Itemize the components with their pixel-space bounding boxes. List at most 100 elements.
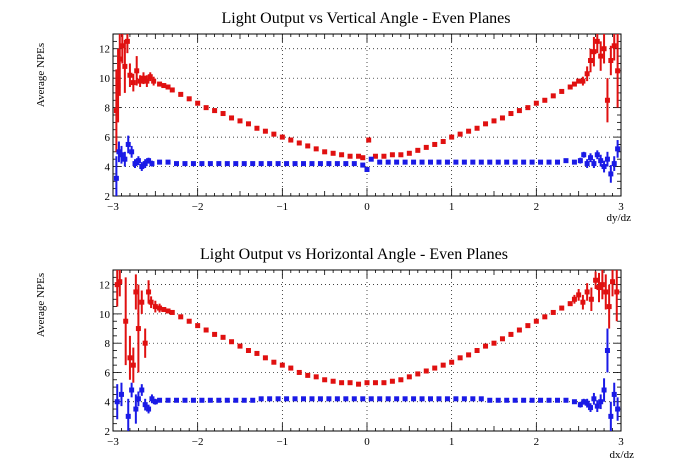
data-point [186,318,192,324]
data-point [258,396,264,402]
data-point [368,396,374,402]
data-point [313,146,319,152]
data-point [157,397,163,403]
data-point [113,108,119,114]
data-point [334,396,340,402]
y-tick-label: 2 [105,191,111,203]
data-point [330,150,336,156]
data-point [129,387,135,393]
data-point [440,139,446,145]
data-point [525,323,531,329]
y-tick-label: 10 [99,309,111,321]
data-point [122,63,128,69]
data-point [142,402,148,408]
data-point [129,149,135,155]
data-point [594,403,600,409]
data-point [146,289,152,295]
y-tick-label: 8 [105,338,111,350]
data-point [415,371,421,377]
data-point [317,161,323,167]
data-point [428,396,433,402]
data-point [133,406,139,412]
data-point [436,159,442,165]
data-point [182,397,188,403]
data-point [229,115,235,121]
data-point [533,100,539,106]
data-point [296,140,302,146]
data-point [267,161,273,167]
y-tick-label: 6 [105,132,111,144]
data-point [241,161,247,167]
data-point [394,159,400,165]
data-point [296,369,302,375]
data-point [250,161,256,167]
data-point [237,118,243,124]
data-point [504,159,510,165]
data-point [130,80,136,86]
data-point [165,308,171,314]
data-point [596,285,602,291]
data-point [275,161,281,167]
data-point [124,38,130,44]
data-point [487,159,493,165]
data-point [190,397,196,403]
horizontal-angle-panel: Light Output vs Horizontal Angle - Even … [35,246,634,461]
data-point [538,159,544,165]
data-point [152,304,158,310]
data-point [584,71,590,77]
data-point [284,161,290,167]
data-point [149,161,155,167]
data-point [339,380,345,386]
data-point [377,159,383,165]
data-point [385,159,391,165]
data-point [157,305,163,311]
data-point [571,399,577,405]
data-point [588,296,594,302]
x-tick-label: −1 [276,436,288,448]
data-point [220,111,226,117]
data-point [317,396,323,402]
data-point [423,368,429,374]
data-point [576,292,582,298]
data-point [591,161,597,167]
data-point [368,156,374,162]
data-point [521,159,527,165]
data-point [125,141,131,147]
data-point [123,318,129,324]
data-point [356,153,362,159]
data-point [591,396,597,402]
data-point [288,365,294,371]
data-point [169,87,175,93]
data-point [152,399,158,405]
data-point [134,68,140,74]
data-point [334,161,340,167]
data-point [608,58,614,64]
data-point [174,161,179,167]
data-point [487,397,493,403]
data-point [127,355,133,361]
data-point [233,397,239,403]
data-point [165,159,171,165]
data-point [615,68,621,74]
data-point [178,91,184,97]
data-layer [114,270,621,431]
data-point [615,406,621,412]
blue-series [113,135,621,196]
data-point [453,396,459,402]
data-point [594,152,600,158]
data-point [577,158,583,164]
vertical-angle-panel: Light Output vs Vertical Angle - Even Pl… [35,10,631,224]
data-point [271,131,277,137]
data-point [381,380,387,386]
data-point [555,159,560,165]
data-point [495,397,501,403]
data-point [611,391,617,397]
data-point [577,402,583,408]
data-point [322,149,328,155]
data-point [533,318,539,324]
data-point [135,158,141,164]
data-point [444,159,450,165]
data-point [372,380,378,386]
data-point [360,396,366,402]
